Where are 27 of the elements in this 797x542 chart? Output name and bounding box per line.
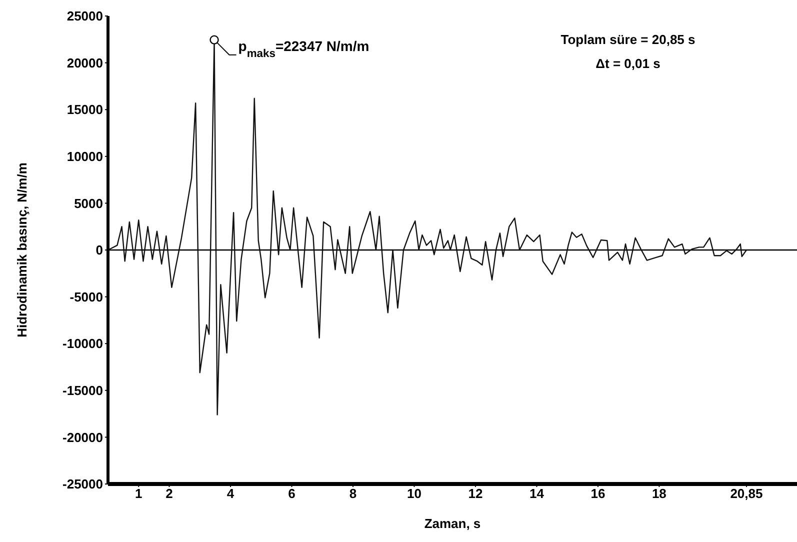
y-tick-label: 10000 [66,149,103,164]
x-tick-label: 6 [288,486,296,502]
x-tick-label: 8 [349,486,357,502]
y-tick-label: -20000 [62,430,103,445]
annotation: Δt = 0,01 s [596,56,660,71]
x-tick-label: 10 [406,486,422,502]
y-tick-label: 0 [96,242,103,258]
x-tick-label: 4 [226,486,235,502]
y-tick-label: 5000 [74,196,103,211]
annotation: Toplam süre = 20,85 s [560,32,696,47]
y-tick-label: -25000 [62,476,103,492]
y-tick-label: 20000 [66,55,103,70]
x-axis-title: Zaman, s [424,516,481,531]
y-tick-label: -10000 [62,336,103,352]
x-tick-label: 1 [135,486,142,502]
x-tick-label: 14 [529,486,545,502]
y-axis-title: Hidrodinamik basınç, N/m/m [14,162,30,338]
y-tick-label: -15000 [62,383,103,398]
x-tick-label: 18 [652,486,666,502]
y-tick-label: 25000 [66,8,103,24]
x-tick-label: 16 [590,486,606,502]
y-tick-label: -5000 [70,289,103,304]
x-tick-label: 2 [166,486,173,502]
annotation: p$_{maks}$=22347 N/m/m [238,38,370,60]
x-tick-label: 12 [468,486,483,502]
x-tick-label: 20,85 [730,486,763,502]
y-tick-label: 15000 [66,102,103,118]
